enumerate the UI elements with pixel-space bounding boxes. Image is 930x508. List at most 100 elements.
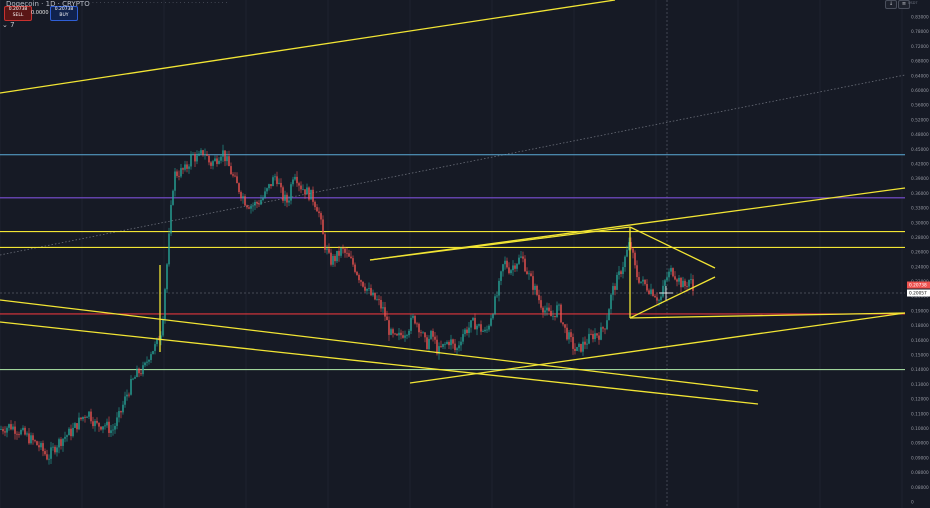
candle-body: [174, 171, 176, 191]
candle-body: [346, 252, 348, 254]
candle-body: [228, 156, 230, 167]
candle-body: [64, 436, 66, 439]
candle-body: [418, 323, 420, 333]
candle-body: [662, 285, 664, 297]
sell-button[interactable]: 0.20738 SELL: [4, 6, 32, 21]
candle-body: [166, 264, 168, 290]
candle-body: [658, 299, 660, 301]
candle-body: [646, 284, 648, 291]
candle-body: [246, 205, 248, 208]
candle-body: [382, 307, 384, 309]
trendline: [409, 312, 906, 384]
candle-body: [610, 294, 612, 310]
candle-body: [28, 433, 30, 444]
cursor-price-label: 0.20057: [909, 291, 927, 297]
candle-body: [474, 317, 476, 330]
candle-body: [38, 445, 40, 448]
price-tick-label: 0.14000: [911, 367, 929, 373]
candle-body: [666, 277, 668, 281]
candle-body: [238, 183, 240, 193]
candle-body: [656, 297, 658, 301]
candle-body: [208, 155, 210, 163]
symbol-title[interactable]: Dogecoin · 1D · CRYPTO: [6, 0, 90, 8]
last-price-badge: [907, 281, 930, 289]
trendlines[interactable]: [0, 0, 906, 405]
buy-label: BUY: [59, 13, 69, 18]
candle-body: [288, 200, 290, 203]
price-tick-label: 0.11000: [911, 411, 929, 417]
trendline: [0, 321, 759, 405]
candle-body: [232, 174, 234, 176]
price-tick-label: 0.72000: [911, 44, 929, 50]
candle-body: [296, 176, 298, 184]
candle-body: [536, 285, 538, 295]
sell-price: 0.20738: [8, 7, 28, 12]
candle-body: [142, 365, 144, 375]
candle-body: [350, 256, 352, 259]
candle-body: [492, 314, 494, 319]
candle-body: [434, 336, 436, 340]
candle-body: [600, 327, 602, 340]
candle-body: [210, 162, 212, 166]
candle-body: [100, 426, 102, 430]
candle-body: [114, 425, 116, 430]
candle-body: [446, 342, 448, 344]
candle-body: [440, 346, 442, 347]
candle-body: [164, 289, 166, 320]
candle-body: [370, 288, 372, 296]
candle-body: [530, 273, 532, 277]
candle-body: [236, 176, 238, 184]
candle-body: [450, 339, 452, 346]
candle-body: [398, 332, 400, 336]
candle-body: [256, 201, 258, 204]
candle-body: [376, 299, 378, 301]
candle-body: [516, 263, 518, 269]
candle-body: [436, 339, 438, 354]
candle-body: [112, 429, 114, 431]
candle-body: [126, 394, 128, 397]
candle-body: [0, 429, 2, 430]
candle-body: [648, 290, 650, 294]
price-axis[interactable]: 0.83000 0.78000 0.72000 0.68000 0.64000 0.600…: [906, 0, 930, 508]
candle-body: [182, 168, 184, 170]
candle-body: [130, 379, 132, 395]
candle-body: [56, 447, 58, 453]
collapse-indicators-button[interactable]: ⌄ 7: [2, 21, 15, 29]
candle-body: [428, 338, 430, 350]
candle-body: [406, 335, 408, 336]
candle-body: [468, 327, 470, 334]
buy-button[interactable]: 0.20738 BUY: [50, 6, 78, 21]
candle-body: [48, 458, 50, 460]
candle-body: [88, 411, 90, 417]
candle-body: [392, 329, 394, 334]
candle-body: [326, 248, 328, 250]
candle-body: [472, 317, 474, 321]
candle-body: [636, 265, 638, 278]
candle-body: [586, 343, 588, 345]
candle-body: [490, 318, 492, 326]
menu-icon[interactable]: ≡: [898, 0, 910, 9]
candle-body: [550, 310, 552, 317]
candle-body: [352, 258, 354, 265]
candle-body: [80, 417, 82, 420]
candle-body: [498, 280, 500, 296]
candle-body: [34, 440, 36, 442]
candle-body: [140, 373, 142, 375]
price-tick-label: 0.52000: [911, 117, 929, 123]
price-tick-label: 0.10000: [911, 426, 929, 432]
candlesticks: [0, 144, 694, 465]
trendline: [629, 312, 906, 319]
horizontal-levels[interactable]: [0, 154, 905, 371]
candle-body: [148, 359, 150, 362]
candle-body: [488, 325, 490, 330]
candle-body: [554, 315, 556, 317]
candle-body: [68, 428, 70, 436]
arrow-down-icon[interactable]: ↓: [885, 0, 897, 9]
candle-body: [400, 332, 402, 336]
candle-body: [580, 343, 582, 352]
candle-body: [560, 304, 562, 323]
candle-body: [576, 347, 578, 351]
candle-body: [230, 166, 232, 175]
candle-body: [422, 332, 424, 334]
